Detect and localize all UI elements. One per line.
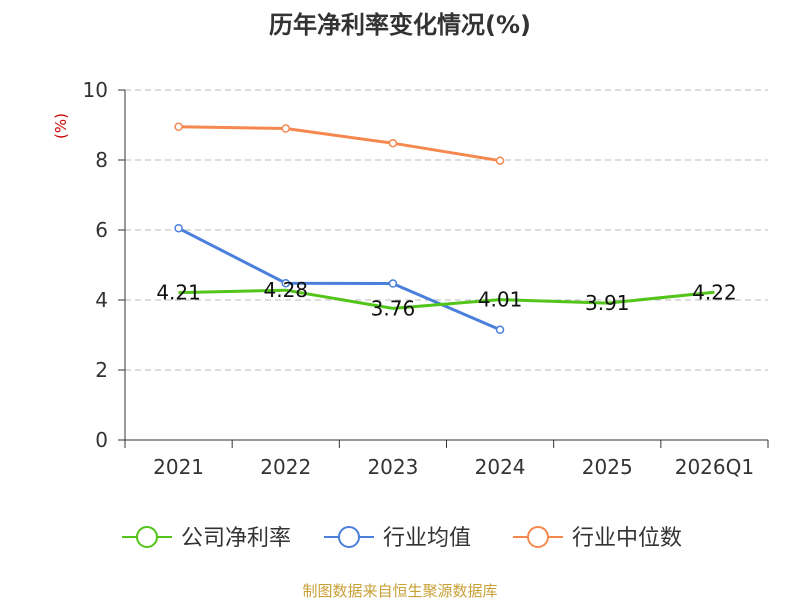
gridlines [125,89,768,371]
data-label: 4.28 [263,278,308,302]
x-tick-label: 2026Q1 [675,455,754,479]
x-tick-label: 2025 [582,455,633,479]
legend-label-1: 行业均值 [383,526,471,551]
y-tick-label: 6 [95,218,108,242]
series-point-2 [281,124,290,133]
axes: 0 2 4 6 8 10 2021 2022 2023 2024 2025 2026Q1 [83,78,769,479]
y-tick-label: 4 [95,288,108,312]
chart-title: 历年净利率变化情况(%) [269,11,531,39]
data-labels: 4.21 4.28 3.76 4.01 3.91 4.22 [156,278,736,320]
x-tick-label: 2023 [367,455,418,479]
legend-marker-2 [527,526,549,548]
legend-marker-1 [338,526,360,548]
series-point-2 [495,156,505,165]
legend-label-2: 行业中位数 [572,526,682,551]
legend-label-0: 公司净利率 [181,526,291,551]
series-line-1 [177,226,501,332]
y-tick-label: 0 [95,428,108,452]
data-label: 3.76 [371,296,416,320]
series-line-0 [178,288,715,310]
data-label: 4.22 [692,280,737,304]
y-tick-label: 8 [95,148,108,172]
data-label: 4.21 [156,281,201,305]
x-tick-label: 2022 [260,455,311,479]
data-label: 3.91 [585,291,630,315]
series-point-1 [388,279,398,288]
x-tick-label: 2024 [475,455,526,479]
data-label: 4.01 [478,288,523,312]
y-axis-label: (%) [52,113,70,139]
y-tick-label: 10 [83,78,108,102]
y-tick-label: 2 [95,358,108,382]
legend-marker-0 [136,526,158,548]
series-point-1 [495,325,505,334]
source-note: 制图数据来自恒生聚源数据库 [302,582,497,600]
series-point-2 [174,122,183,131]
series-point-2 [388,138,398,148]
series-point-1 [174,224,183,233]
x-tick-label: 2021 [153,455,204,479]
series-line-2 [178,125,501,163]
series-lines [174,122,715,334]
legend: 公司净利率 行业均值 行业中位数 [122,526,682,551]
series-point-1 [281,278,290,288]
